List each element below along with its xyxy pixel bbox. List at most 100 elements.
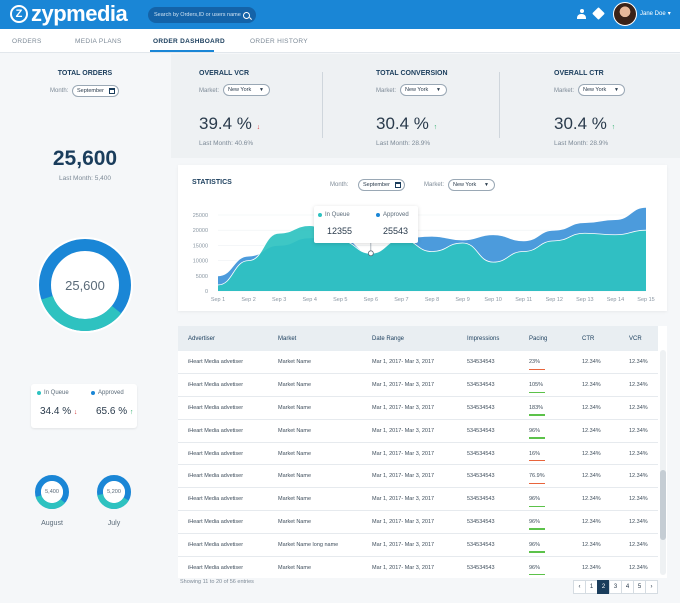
statistics-title: STATISTICS [192,179,232,186]
tab-order-history[interactable]: ORDER HISTORY [250,38,308,45]
cell-date: Mar 1, 2017- Mar 3, 2017 [362,396,457,420]
impressions-text: 534534543 [467,382,495,389]
tab-order-dashboard[interactable]: ORDER DASHBOARD [153,38,226,45]
advertiser-text: iHeart Media advetiser [188,564,244,571]
page-5[interactable]: 5 [633,580,646,594]
table-scroll-thumb[interactable] [660,470,666,540]
user-menu[interactable]: Jane Doe ▾ [640,10,671,17]
stats-market-label: Market: [424,182,445,188]
tag-icon[interactable] [592,7,605,20]
table-row[interactable]: iHeart Media advetiser Market Name Mar 1, … [178,351,658,375]
cell-vcr: 12.34% [619,464,658,489]
x-tick-label: Sep 13 [576,297,593,303]
col-date-range[interactable]: Date Range [362,326,457,351]
tooltip-approved-value: 25543 [383,226,409,236]
impressions-text: 534534543 [467,496,495,503]
ctr-text: 12.34% [582,404,601,411]
vcr-text: 12.34% [629,496,648,503]
pacing-bar [529,391,545,394]
market-text: Market Name [278,564,312,571]
ctr-text: 12.34% [582,496,601,503]
vcr-text: 12.34% [629,427,648,434]
cell-market: Market Name [268,396,362,420]
cell-advertiser: iHeart Media advetiser [178,373,268,398]
cell-market: Market Name [268,373,362,398]
stats-month-select[interactable]: September [358,179,405,191]
table-row[interactable]: iHeart Media advetiser Market Name long n… [178,533,658,557]
chart-tooltip: In Queue Approved 12355 25543 [314,206,418,243]
tab-media-plans[interactable]: MEDIA PLANS [75,38,122,45]
advertiser-text: iHeart Media advetiser [188,427,244,434]
col-vcr[interactable]: VCR [619,326,658,351]
vcr-text: 12.34% [629,518,648,525]
vcr-text: 12.34% [629,382,648,389]
month-select[interactable]: September [72,85,119,97]
page-next[interactable]: › [645,580,658,594]
arrow-up-icon: ↑ [433,124,438,131]
market-text: Market Name [278,382,312,389]
col-advertiser[interactable]: Advertiser [178,326,268,351]
cell-vcr: 12.34% [619,419,658,443]
metric-ctr: OVERALL CTR Market: New York ▼ 30.4 % ↑ L… [526,54,680,158]
table-row[interactable]: iHeart Media advetiser Market Name Mar 1, … [178,442,658,466]
table-row[interactable]: iHeart Media advetiser Market Name Mar 1, … [178,464,658,489]
col-market[interactable]: Market [268,326,362,351]
search-input[interactable] [154,12,242,18]
orders-table: Advertiser Market Date Range Impressions… [178,326,667,578]
x-tick-label: Sep 8 [425,297,439,303]
avatar[interactable] [613,2,637,26]
month-label: Month: [50,88,69,94]
table-row[interactable]: iHeart Media advetiser Market Name Mar 1, … [178,373,658,398]
search-icon[interactable] [243,11,250,19]
market-text: Market Name [278,359,312,366]
arrow-down-icon: ↓ [256,124,261,131]
pacing-bar [529,437,545,439]
top-bar: Z zypmedia Jane Doe▾ [0,0,680,29]
metric-last-month: Last Month: 28.9% [554,140,609,147]
table-row[interactable]: iHeart Media advetiser Market Name Mar 1, … [178,396,658,420]
page-3[interactable]: 3 [609,580,622,594]
x-tick-label: Sep 1 [211,297,225,303]
tab-orders[interactable]: ORDERS [12,38,42,45]
table-row[interactable]: iHeart Media advetiser Market Name Mar 1, … [178,419,658,443]
stats-market-select[interactable]: New York ▼ [448,179,495,191]
chevron-down-icon: ▼ [436,87,441,93]
market-select[interactable]: New York ▼ [400,84,447,96]
y-tick-label: 20000 [193,228,208,234]
metric-value: 39.4 % ↓ [199,114,261,133]
col-pacing[interactable]: Pacing [519,326,572,351]
impressions-text: 534534543 [467,541,495,548]
total-orders-value: 25,600 [52,147,118,170]
market-select[interactable]: New York ▼ [223,84,270,96]
cell-vcr: 12.34% [619,533,658,557]
table-row[interactable]: iHeart Media advetiser Market Name Mar 1, … [178,510,658,534]
series-area-in-queue [218,225,646,291]
metrics-panel: OVERALL VCR Market: New York ▼ 39.4 % ↓ L… [171,54,680,158]
impressions-text: 534534543 [467,518,495,525]
metric-last-month: Last Month: 40.6% [199,140,254,147]
table-scrollbar[interactable] [660,350,666,575]
market-select[interactable]: New York ▼ [578,84,625,96]
logo[interactable]: Z zypmedia [10,1,128,26]
pacing-bar [529,414,545,416]
cell-impressions: 534534543 [457,464,519,489]
cell-pacing: 105% [519,373,572,398]
stats-month-label: Month: [330,182,349,188]
approved-value: 65.6 % ↑ [96,406,134,417]
date-text: Mar 1, 2017- Mar 3, 2017 [372,404,435,411]
page-prev[interactable]: ‹ [573,580,586,594]
table-row[interactable]: iHeart Media advetiser Market Name Mar 1, … [178,487,658,512]
table-row[interactable]: iHeart Media advetiser Market Name Mar 1, … [178,556,658,578]
cell-advertiser: iHeart Media advetiser [178,510,268,534]
statistics-panel: STATISTICS Month: September Market: New … [178,165,667,311]
col-impressions[interactable]: Impressions [457,326,519,351]
cell-impressions: 534534543 [457,373,519,398]
search-box[interactable] [148,7,256,23]
date-text: Mar 1, 2017- Mar 3, 2017 [372,450,435,457]
advertiser-text: iHeart Media advetiser [188,496,244,503]
col-ctr[interactable]: CTR [572,326,619,351]
ctr-text: 12.34% [582,427,601,434]
cell-pacing: 96% [519,533,572,557]
user-icon[interactable] [577,9,586,19]
